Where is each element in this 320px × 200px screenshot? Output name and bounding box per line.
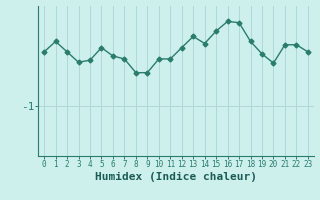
X-axis label: Humidex (Indice chaleur): Humidex (Indice chaleur)	[95, 172, 257, 182]
